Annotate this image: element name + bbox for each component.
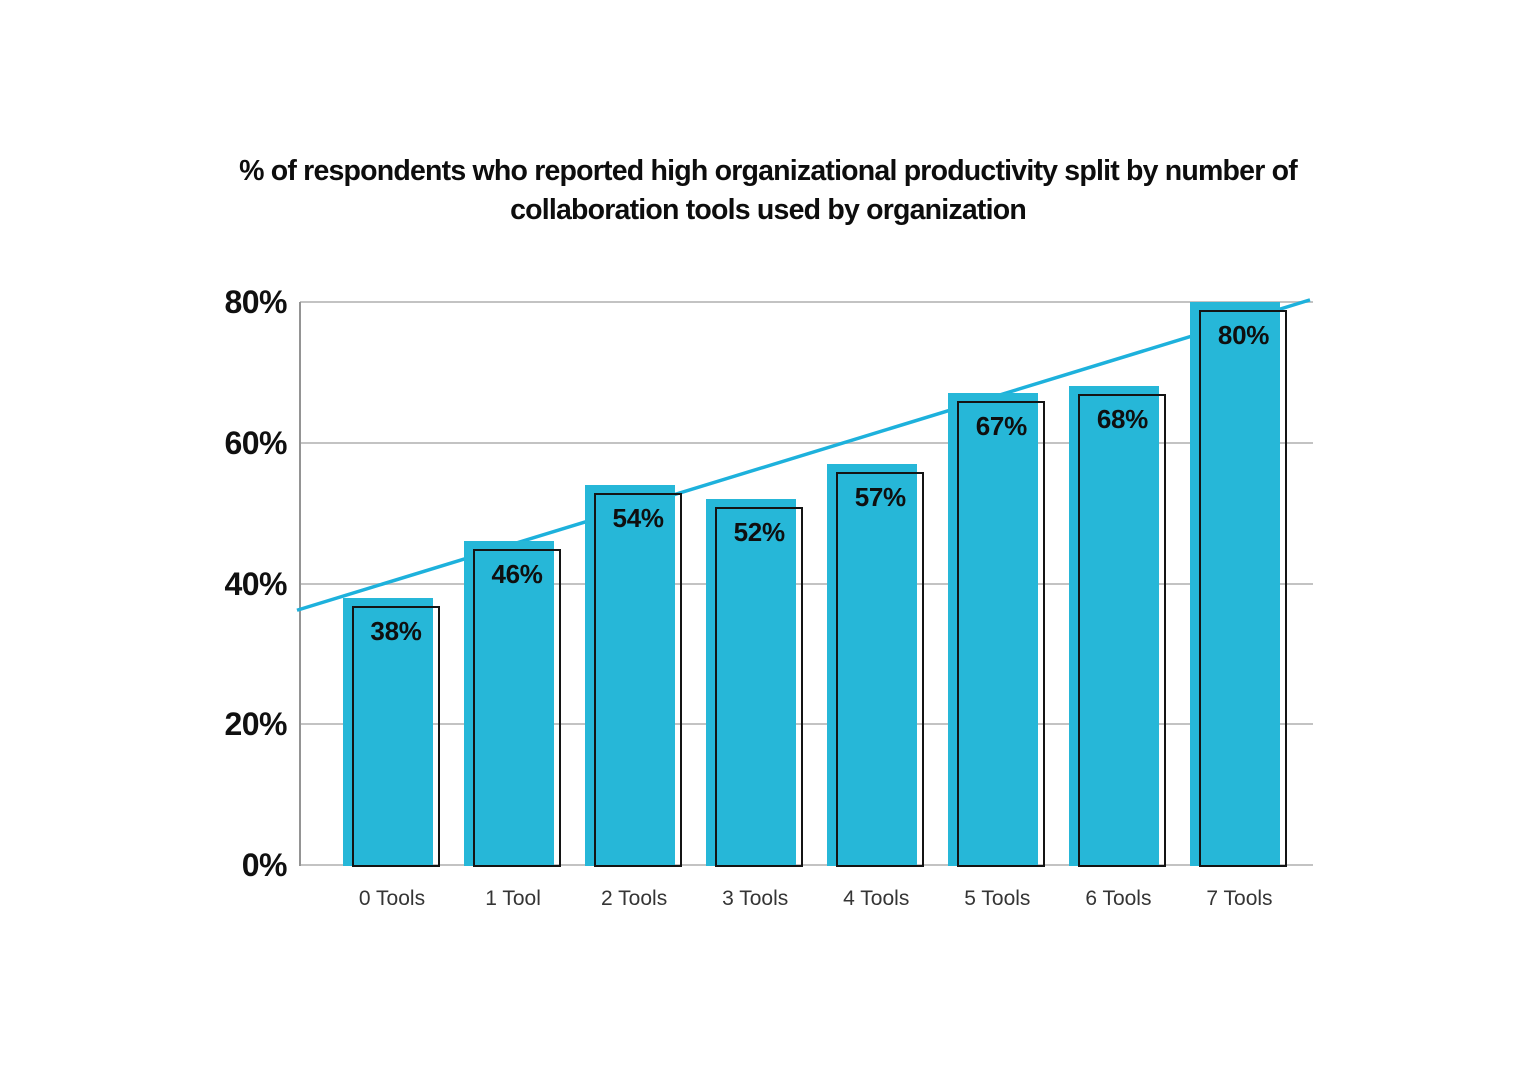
bar-outline — [473, 549, 562, 867]
bar-outline — [594, 492, 683, 867]
bar — [706, 499, 797, 866]
bar-outline — [1078, 394, 1167, 867]
gridline-80% — [300, 301, 1313, 303]
x-tick-label: 2 Tools — [601, 887, 668, 910]
bar-outline — [352, 605, 440, 867]
y-tick-label: 80% — [224, 284, 287, 320]
bar — [1069, 386, 1160, 866]
x-tick-label: 0 Tools — [358, 887, 426, 910]
y-tick-label: 20% — [224, 706, 287, 743]
x-tick-label: 7 Tools — [1206, 887, 1273, 910]
gridline-60% — [300, 441, 1313, 444]
bar — [464, 541, 555, 866]
x-tick-label: 4 Tools — [843, 887, 910, 910]
bar-value-label: 57% — [854, 481, 906, 512]
bar-outline — [715, 507, 804, 867]
bar — [1190, 302, 1281, 866]
bar — [948, 393, 1039, 866]
gridline-40% — [300, 582, 1313, 585]
bar-outline — [836, 471, 925, 867]
bar — [343, 597, 433, 866]
x-tick-label: 1 Tool — [485, 887, 541, 910]
y-tick-label: 40% — [224, 565, 287, 602]
bar-value-label: 54% — [612, 502, 664, 533]
bar-outline — [1199, 310, 1288, 867]
y-tick-label: 60% — [224, 424, 287, 461]
bar-outline — [957, 401, 1046, 867]
bar-value-label: 38% — [370, 615, 422, 646]
gridline-20% — [300, 723, 1313, 726]
chart-title: % of respondents who reported high organ… — [0, 152, 1536, 230]
bar-value-label: 80% — [1217, 320, 1270, 350]
bar — [827, 463, 918, 866]
x-tick-label: 3 Tools — [722, 887, 789, 910]
bar-value-label: 67% — [975, 411, 1027, 442]
y-tick-label: 0% — [241, 847, 288, 883]
x-tick-label: 5 Tools — [964, 887, 1031, 910]
x-tick-label: 6 Tools — [1085, 887, 1152, 910]
bar-value-label: 68% — [1096, 404, 1148, 435]
chart-title-text: % of respondents who reported high organ… — [239, 155, 1298, 226]
bar-value-label: 46% — [491, 559, 543, 590]
bar — [585, 484, 676, 866]
gridline-0% — [300, 864, 1313, 866]
y-axis-line — [299, 302, 301, 866]
bar-value-label: 52% — [733, 517, 785, 548]
